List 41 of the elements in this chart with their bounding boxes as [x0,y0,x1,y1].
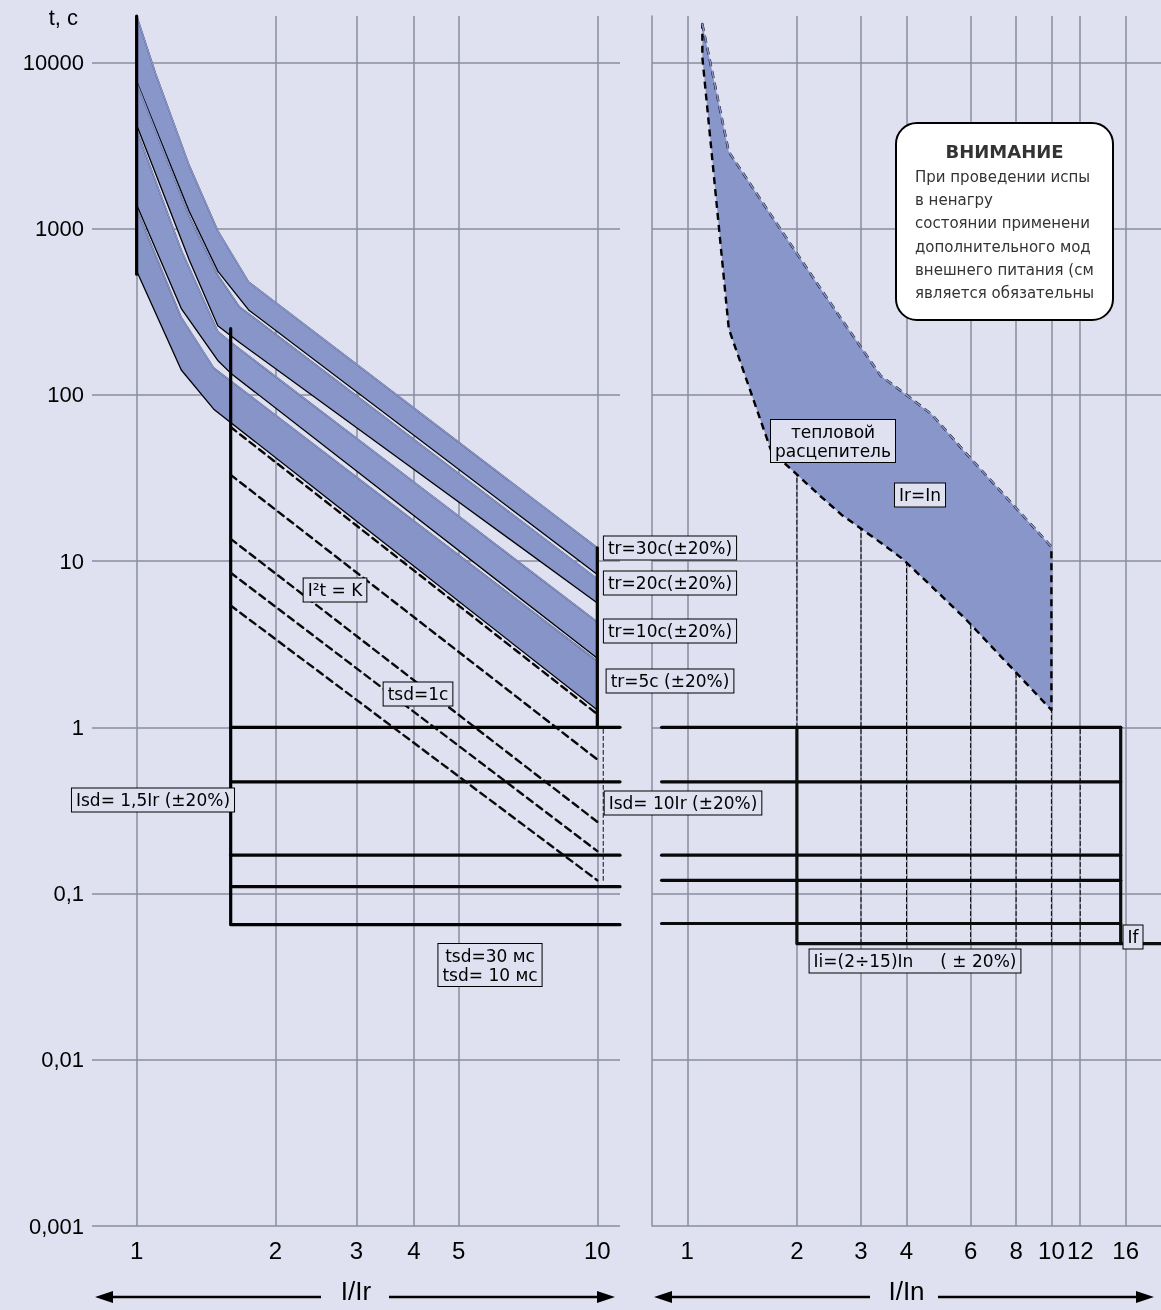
y-tick-label: 1000 [35,216,84,242]
y-tick-label: 10000 [22,49,84,75]
annotation: Isd= 10Ir (±20%) [608,793,758,813]
annotation: tr=30c(±20%) [607,538,733,558]
x-tick-label: 2 [268,1236,282,1264]
x-tick-label: 1 [129,1236,144,1264]
annotation: При проведении испы в ненагру состоянии применени дополнительного мод внешнего питания (см является обязательны [915,166,1095,305]
annotation: Isd= 1,5Ir (±20%) [75,790,231,810]
x-tick-label: 5 [451,1236,466,1264]
annotation: tr=10c(±20%) [607,621,733,641]
x-tick-label: 6 [963,1236,978,1264]
annotation: tr=20c(±20%) [607,573,733,593]
x-tick-label: 3 [854,1236,868,1264]
x-tick-label: 2 [790,1236,804,1264]
y-axis-title: t, c [48,4,78,30]
x-axis-title: I/In [888,1276,925,1306]
annotation: tr=5c (±20%) [610,671,730,691]
x-tick-label: 1 [680,1236,694,1264]
x-tick-label: 10 [1038,1236,1065,1264]
x-tick-label: 12 [1066,1236,1094,1264]
x-tick-label: 4 [899,1236,914,1264]
annotation: I²t = K [307,580,364,600]
x-tick-label: 3 [349,1236,364,1264]
y-tick-label: 10 [59,548,84,574]
y-tick-label: 0,001 [28,1213,84,1239]
y-tick-label: 1 [71,714,84,740]
x-axis-title: I/Ir [340,1276,372,1306]
annotation: Ir=In [898,485,942,505]
x-tick-label: 10 [583,1236,611,1264]
annotation: If [1127,927,1140,947]
annotation: Ii=(2÷15)In ( ± 20%) [813,951,1017,971]
annotation: тепловой расцепитель [775,421,891,461]
x-tick-label: 8 [1009,1236,1023,1264]
x-tick-label: 16 [1112,1236,1140,1264]
y-tick-label: 0,1 [53,881,84,907]
annotation: ВНИМАНИЕ [944,140,1065,164]
x-tick-label: 4 [407,1236,421,1264]
annotation: tsd=30 мс tsd= 10 мс [442,945,538,985]
annotation: tsd=1c [387,684,449,704]
y-tick-label: 0,01 [41,1047,84,1073]
y-tick-label: 100 [47,382,84,408]
